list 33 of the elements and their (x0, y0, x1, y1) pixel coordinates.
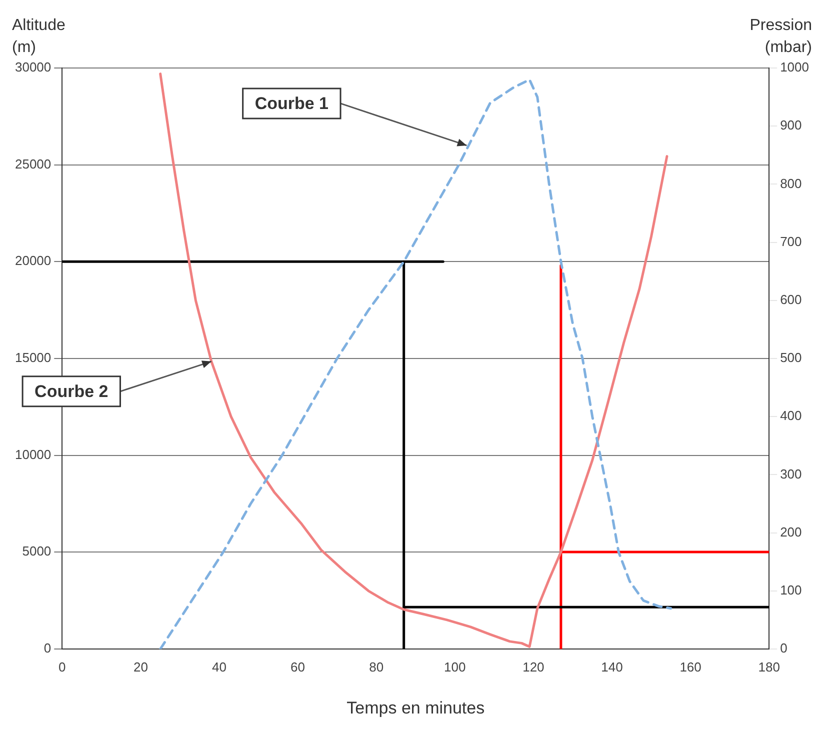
y2-tick-label: 400 (780, 408, 802, 424)
annotation: Courbe 1 (254, 94, 329, 114)
x-tick-label: 20 (133, 659, 148, 674)
y-tick-label: 10000 (14, 446, 52, 462)
y2-tick-label: 1000 (780, 60, 809, 75)
x-tick-label: 140 (601, 659, 623, 674)
x-tick-label: 120 (522, 659, 544, 674)
x-axis-title: Temps en minutes (346, 698, 485, 718)
y2-tick-label: 100 (780, 582, 802, 598)
y-tick-label: 15000 (14, 350, 52, 366)
y2-tick-label: 300 (780, 466, 802, 482)
x-tick-label: 60 (290, 659, 306, 674)
y2-tick-label: 600 (780, 292, 802, 307)
y-tick-label: 25000 (14, 156, 52, 172)
y-tick-label: 5000 (22, 544, 52, 559)
x-tick-label: 180 (758, 659, 780, 674)
x-tick-label: 160 (680, 659, 702, 674)
y-tick-label: 0 (44, 640, 52, 656)
x-tick-label: 100 (444, 659, 466, 674)
y2-tick-label: 700 (780, 234, 802, 249)
x-tick-label: 40 (212, 659, 226, 674)
y2-tick-label: 200 (780, 524, 802, 540)
y2-tick-label: 900 (780, 118, 802, 133)
y2-tick-label: 800 (780, 176, 802, 191)
y-tick-label: 30000 (14, 60, 52, 75)
y2-tick-label: 0 (780, 640, 788, 656)
x-tick-label: 0 (58, 659, 66, 674)
y2-axis-title: Pression (mbar) (750, 17, 812, 56)
y2-tick-label: 500 (780, 350, 802, 366)
y-tick-label: 20000 (14, 253, 52, 268)
y-axis-title: Altitude (m) (12, 17, 66, 56)
x-tick-label: 80 (369, 659, 384, 674)
annotation: Courbe 2 (34, 382, 108, 402)
